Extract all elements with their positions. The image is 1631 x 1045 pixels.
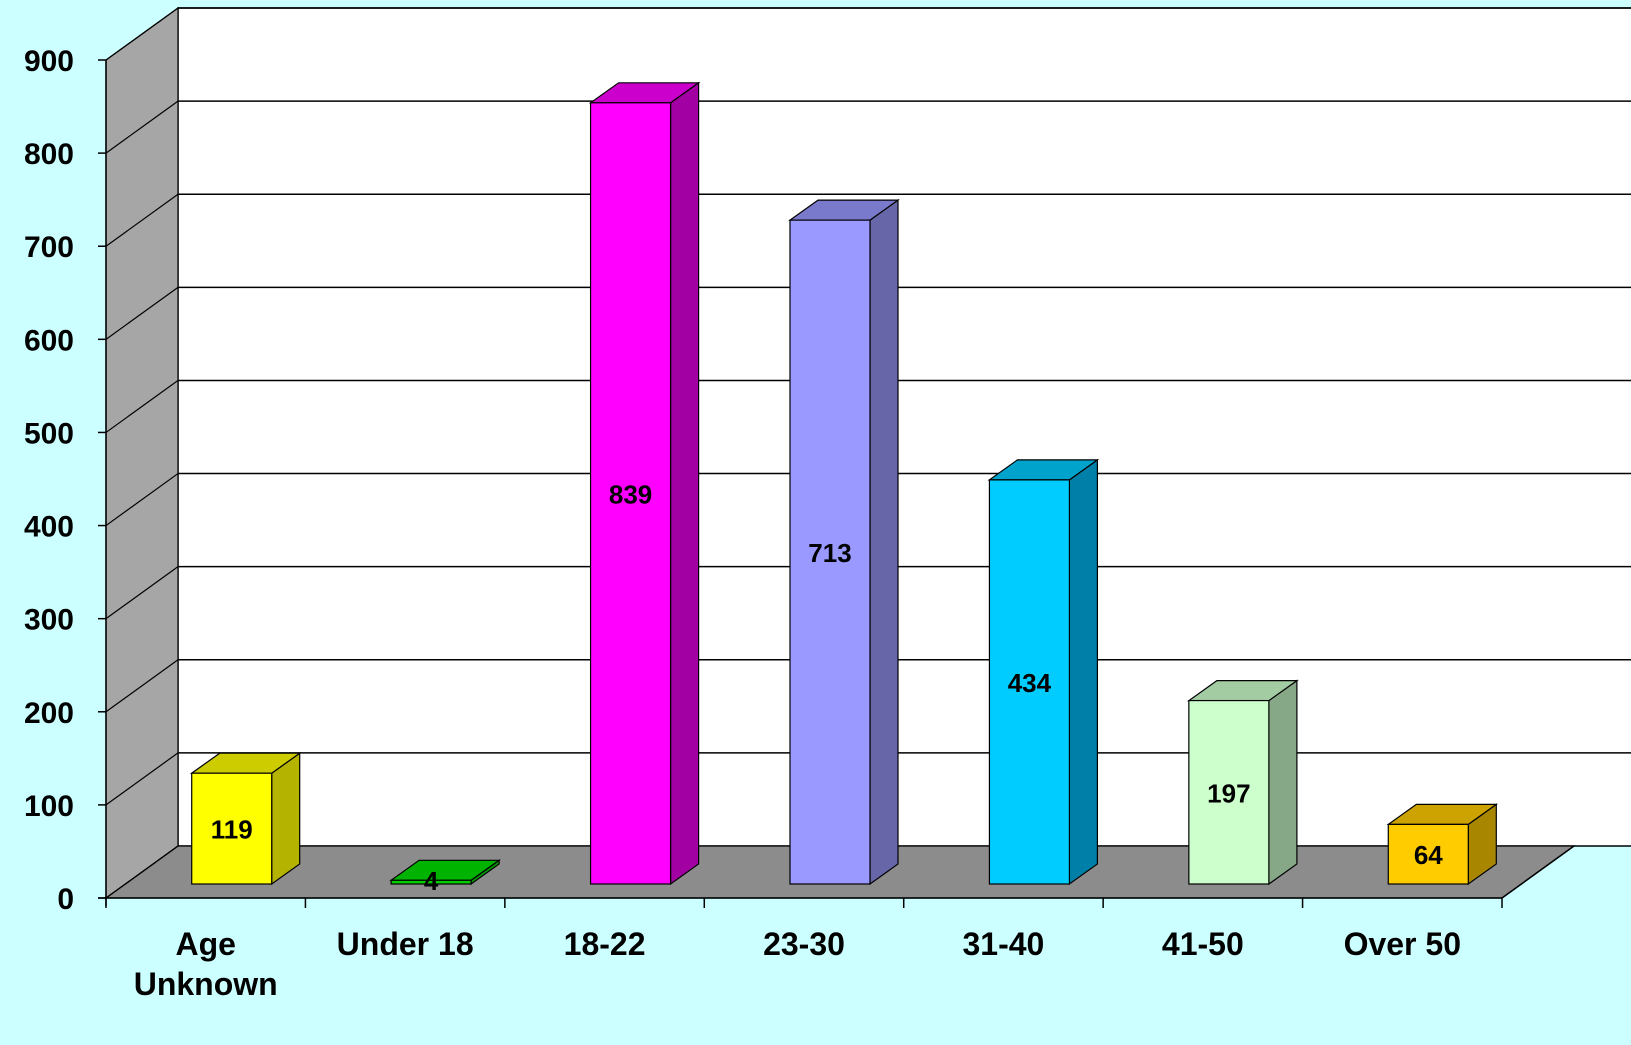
- y-tick-label: 200: [24, 697, 74, 730]
- bar-side: [271, 752, 301, 886]
- floor-edge: [1501, 845, 1575, 899]
- y-tick-label: 900: [24, 45, 74, 78]
- bar-front: [988, 479, 1071, 885]
- x-tick-label: Age Unknown: [134, 926, 278, 1002]
- data-label: 4: [424, 866, 439, 896]
- bar-front: [789, 219, 871, 885]
- axes: [98, 59, 1575, 908]
- bar-31-40: [987, 458, 1100, 886]
- y-tick-label: 300: [24, 604, 74, 637]
- bar-side: [1068, 458, 1099, 886]
- bar-front: [589, 102, 672, 885]
- data-label: 197: [1207, 778, 1250, 808]
- chart-walls: [104, 6, 1631, 900]
- data-label: 839: [609, 479, 652, 509]
- bar-age-unknown: [189, 752, 302, 886]
- y-tick-label: 500: [24, 417, 74, 450]
- gridline-side-100: [105, 752, 179, 806]
- gridline-side-200: [105, 659, 179, 713]
- gridline-side-400: [105, 473, 179, 527]
- y-tick-label: 800: [24, 138, 74, 171]
- y-tick-label: 0: [57, 883, 74, 916]
- gridline-side-800: [105, 100, 179, 154]
- bar-front: [191, 772, 273, 885]
- gridlines: [105, 7, 1631, 899]
- bar-side: [1268, 679, 1298, 886]
- x-tick-label: Under 18: [337, 926, 474, 962]
- y-tick-label: 600: [24, 324, 74, 357]
- y-tick-label: 100: [24, 790, 74, 823]
- x-tick-label-line: 31-40: [963, 926, 1045, 962]
- x-tick-label-line: 18-22: [564, 926, 646, 962]
- gridline-side-900: [105, 7, 179, 61]
- y-tick-label: 700: [24, 231, 74, 264]
- x-tick-label: 23-30: [763, 926, 845, 962]
- gridline-side-300: [105, 566, 179, 620]
- x-tick-label-line: Age: [175, 926, 235, 962]
- bar-front: [1387, 823, 1469, 885]
- data-label: 713: [808, 538, 851, 568]
- bars: [189, 81, 1499, 886]
- bar-front: [1188, 699, 1270, 885]
- x-tick-label-line: Over 50: [1344, 926, 1461, 962]
- data-label: 119: [211, 815, 253, 845]
- bar-front: [390, 879, 472, 885]
- bar-over-50: [1386, 803, 1499, 886]
- x-tick-label: 18-22: [564, 926, 646, 962]
- x-tick-label: 31-40: [963, 926, 1045, 962]
- labels: 119 4 839 713 434 197 64 0 100 200 300 400 500 600 700…: [24, 45, 1461, 1002]
- data-label: 64: [1414, 840, 1443, 870]
- side-wall: [105, 6, 179, 900]
- gridline-side-500: [105, 379, 179, 433]
- bar-18-22: [588, 81, 701, 886]
- data-label: 434: [1008, 668, 1052, 698]
- gridline-side-700: [105, 193, 179, 247]
- x-tick-label-line: Under 18: [337, 926, 474, 962]
- y-tick-label: 400: [24, 511, 74, 544]
- bar-23-30: [788, 198, 900, 886]
- gridline-side-0: [105, 845, 179, 899]
- bar-under-18: [389, 859, 501, 886]
- x-tick-label: Over 50: [1344, 926, 1461, 962]
- bar-41-50: [1187, 679, 1299, 886]
- back-wall: [177, 7, 1631, 847]
- x-tick-label-line: Unknown: [134, 966, 278, 1002]
- gridline-side-600: [105, 286, 179, 340]
- x-tick-label-line: 41-50: [1162, 926, 1244, 962]
- bar-side: [669, 81, 700, 886]
- bar-side: [869, 198, 899, 886]
- x-tick-label: 41-50: [1162, 926, 1244, 962]
- x-tick-label-line: 23-30: [763, 926, 845, 962]
